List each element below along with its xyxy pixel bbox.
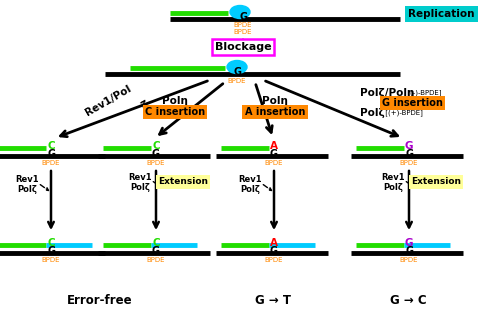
- Text: Polη: Polη: [162, 96, 188, 106]
- Text: ζ: ζ: [139, 99, 151, 113]
- Text: Rev1: Rev1: [238, 175, 262, 184]
- Text: G: G: [152, 149, 160, 159]
- Text: BPDE: BPDE: [42, 257, 60, 263]
- Text: Rev1/Pol: Rev1/Pol: [83, 84, 133, 118]
- Text: Rev1: Rev1: [128, 173, 152, 182]
- Text: BPDE: BPDE: [147, 257, 165, 263]
- Text: G: G: [405, 246, 413, 256]
- Text: G: G: [152, 246, 160, 256]
- Text: Polζ/Polη: Polζ/Polη: [360, 88, 414, 98]
- Text: Polζ: Polζ: [383, 182, 403, 191]
- Text: C: C: [152, 141, 160, 151]
- Text: C: C: [47, 141, 55, 151]
- Text: G: G: [47, 246, 55, 256]
- Text: Rev1: Rev1: [15, 175, 39, 184]
- Text: Polη: Polη: [262, 96, 288, 106]
- Text: [(-)-BPDE]: [(-)-BPDE]: [405, 90, 441, 96]
- Text: G → C: G → C: [390, 293, 426, 307]
- Text: A: A: [270, 141, 278, 151]
- Text: Polζ: Polζ: [360, 108, 385, 118]
- Text: Replication: Replication: [408, 9, 474, 19]
- Text: BPDE: BPDE: [265, 257, 283, 263]
- Text: G: G: [405, 141, 413, 151]
- Text: G: G: [270, 149, 278, 159]
- Text: BPDE: BPDE: [234, 29, 252, 35]
- Text: A insertion: A insertion: [245, 107, 305, 117]
- Text: BPDE: BPDE: [400, 257, 418, 263]
- Text: Extension: Extension: [411, 177, 461, 187]
- Text: BPDE: BPDE: [265, 160, 283, 166]
- Text: G: G: [47, 149, 55, 159]
- Text: C insertion: C insertion: [145, 107, 205, 117]
- Text: C: C: [152, 238, 160, 248]
- Text: Rev1: Rev1: [381, 173, 405, 182]
- Text: [(+)-BPDE]: [(+)-BPDE]: [383, 110, 423, 116]
- Text: BPDE: BPDE: [228, 78, 246, 84]
- Text: Blockage: Blockage: [215, 42, 271, 52]
- Text: G: G: [233, 67, 241, 77]
- Text: G: G: [405, 238, 413, 248]
- Text: Polζ: Polζ: [130, 182, 150, 191]
- Text: BPDE: BPDE: [42, 160, 60, 166]
- Text: Polζ: Polζ: [240, 186, 260, 195]
- Text: A: A: [270, 238, 278, 248]
- Text: G: G: [405, 149, 413, 159]
- Text: BPDE: BPDE: [147, 160, 165, 166]
- Ellipse shape: [227, 61, 247, 73]
- Text: BPDE: BPDE: [400, 160, 418, 166]
- Text: G insertion: G insertion: [382, 98, 443, 108]
- Text: Error-free: Error-free: [67, 293, 133, 307]
- Text: G → T: G → T: [255, 293, 291, 307]
- Text: G: G: [239, 12, 247, 22]
- Text: Extension: Extension: [158, 177, 208, 187]
- Text: C: C: [47, 238, 55, 248]
- Text: G: G: [270, 246, 278, 256]
- Text: Polζ: Polζ: [17, 186, 37, 195]
- Text: BPDE: BPDE: [234, 22, 252, 28]
- Ellipse shape: [230, 5, 250, 19]
